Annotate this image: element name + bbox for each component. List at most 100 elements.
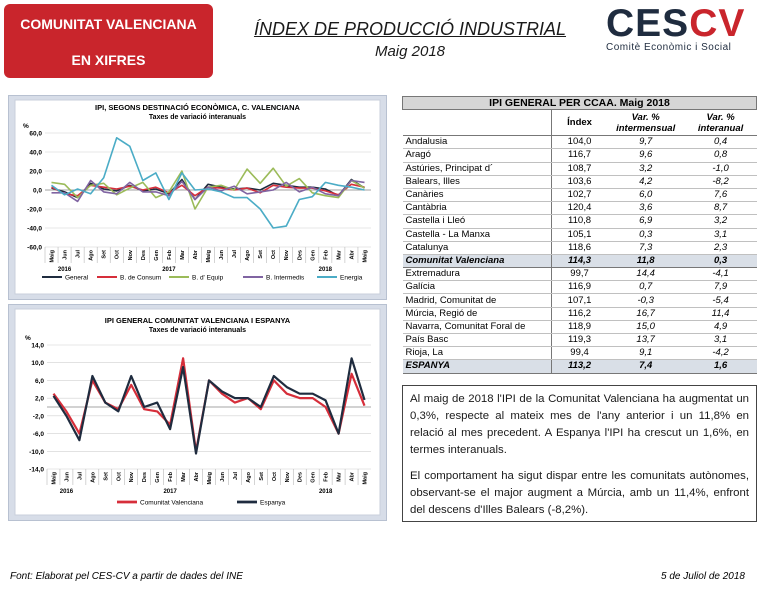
x-tick-label: Maig [206, 250, 212, 263]
table-row: Aragó 116,7 9,6 0,8 [402, 148, 757, 163]
y-tick-label: -60,0 [27, 245, 42, 252]
y-tick-label: -6,0 [33, 431, 45, 438]
x-tick-label: Ago [90, 471, 96, 482]
x-tick-label: Maig [363, 472, 369, 485]
legend-label: Espanya [260, 500, 286, 507]
year-label: 2018 [319, 267, 333, 273]
row-index: 105,1 [551, 228, 607, 242]
x-tick-label: Oct [272, 472, 278, 481]
plot-panel [14, 308, 381, 516]
x-tick-label: Nov [284, 249, 290, 260]
x-tick-label: Mar [337, 471, 343, 482]
y-tick-label: -2,0 [33, 413, 45, 420]
row-interanual: -1,0 [684, 162, 757, 176]
chart-cv-vs-spain: IPI GENERAL COMUNITAT VALENCIANA I ESPAN… [8, 304, 387, 521]
x-tick-label: Jul [77, 472, 83, 480]
y-tick-label: 14,0 [31, 343, 44, 350]
badge-line1: COMUNITAT VALENCIANA [20, 16, 197, 32]
row-name: Extremadura [402, 267, 552, 282]
legend-label: B. de Consum [120, 275, 161, 282]
ccaa-table: IPI GENERAL PER CCAA. Maig 2018 Índex Va… [402, 95, 757, 374]
x-tick-label: Abr [350, 471, 356, 481]
x-tick-label: Des [141, 250, 147, 260]
row-mensual: 0,3 [606, 228, 685, 242]
x-tick-label: Set [259, 472, 265, 481]
row-interanual: 3,1 [684, 333, 757, 348]
legend-label: General [65, 275, 89, 282]
y-tick-label: 10,0 [31, 360, 44, 367]
x-tick-label: Oct [116, 472, 122, 481]
row-mensual: 15,0 [606, 320, 685, 335]
row-name: Rioja, La [402, 346, 552, 361]
x-tick-label: Nov [285, 471, 291, 482]
x-tick-label: Feb [324, 471, 330, 481]
page-title-block: ÍNDEX DE PRODUCCIÓ INDUSTRIAL Maig 2018 [250, 19, 570, 60]
row-mensual: 9,1 [606, 346, 685, 361]
year-label: 2017 [162, 267, 176, 273]
logo-subtitle: Comitè Econòmic i Social [606, 42, 732, 53]
row-index: 116,7 [551, 148, 607, 163]
publication-date: 5 de Juliol de 2018 [661, 571, 745, 582]
row-index: 107,1 [551, 293, 607, 308]
row-interanual: 7,9 [684, 280, 757, 295]
row-interanual: 0,8 [684, 148, 757, 163]
row-interanual: -5,4 [684, 293, 757, 308]
x-tick-label: Des [298, 472, 304, 482]
series-line-espanya [52, 357, 366, 455]
x-tick-label: Feb [167, 249, 173, 259]
row-interanual: 4,9 [684, 320, 757, 335]
row-interanual: 3,2 [684, 214, 757, 229]
page-title: ÍNDEX DE PRODUCCIÓ INDUSTRIAL [253, 19, 567, 39]
chart-title: IPI GENERAL COMUNITAT VALENCIANA I ESPAN… [105, 316, 291, 325]
source-note: Font: Elaborat pel CES-CV a partir de da… [10, 571, 243, 582]
logo-text-ces: CES [606, 2, 690, 45]
row-interanual: 3,1 [684, 228, 757, 242]
row-mensual: 11,8 [606, 253, 685, 269]
x-tick-label: Mar [336, 249, 342, 260]
commentary-box: Al maig de 2018 l'IPI de la Comunitat Va… [402, 385, 757, 522]
row-mensual: 6,9 [606, 214, 685, 229]
x-tick-label: Nov [129, 471, 135, 482]
row-mensual: 6,0 [606, 188, 685, 203]
row-name: Comunitat Valenciana [402, 253, 552, 269]
x-tick-label: Maig [207, 472, 213, 485]
x-tick-label: Mar [180, 249, 186, 260]
row-mensual: 0,7 [606, 280, 685, 295]
table-row: País Basc 119,3 13,7 3,1 [402, 333, 757, 348]
commentary-p2: El comportament ha sigut dispar entre le… [410, 470, 749, 516]
y-tick-label: -20,0 [27, 207, 42, 214]
row-index: 108,7 [551, 162, 607, 176]
row-interanual: -4,1 [684, 267, 757, 282]
x-tick-label: Jun [64, 471, 70, 481]
row-index: 118,9 [551, 320, 607, 335]
x-tick-label: Ago [89, 249, 95, 260]
x-tick-label: Gen [155, 471, 161, 482]
row-interanual: -4,2 [684, 346, 757, 361]
row-name: Castella - La Manxa [402, 228, 552, 242]
legend-label: B. Intermedis [266, 275, 305, 282]
table-row: Comunitat Valenciana 114,3 11,8 0,3 [402, 253, 757, 269]
x-tick-label: Maig [362, 250, 368, 263]
x-tick-label: Gen [154, 249, 160, 260]
row-index: 99,4 [551, 346, 607, 361]
year-label: 2016 [58, 267, 72, 273]
row-index: 114,3 [551, 253, 607, 269]
chart-subtitle: Taxes de variació interanuals [149, 327, 246, 334]
row-name: Múrcia, Regió de [402, 307, 552, 321]
y-tick-label: -14,0 [29, 467, 44, 474]
table-row: Castella - La Manxa 105,1 0,3 3,1 [402, 228, 757, 242]
x-tick-label: Des [297, 250, 303, 260]
x-tick-label: Ago [246, 471, 252, 482]
x-tick-label: Nov [128, 249, 134, 260]
row-mensual: 7,3 [606, 241, 685, 255]
row-name: Madrid, Comunitat de [402, 293, 552, 308]
table-row: Cantàbria 120,4 3,6 8,7 [402, 201, 757, 216]
row-name: Balears, Illes [402, 175, 552, 189]
row-interanual: 2,3 [684, 241, 757, 255]
row-name: Catalunya [402, 241, 552, 255]
row-index: 104,0 [551, 135, 607, 150]
legend-label: B. d' Equip [192, 275, 224, 282]
y-tick-label: 60,0 [29, 131, 42, 138]
row-index: 119,3 [551, 333, 607, 348]
x-tick-label: Jun [63, 249, 69, 259]
